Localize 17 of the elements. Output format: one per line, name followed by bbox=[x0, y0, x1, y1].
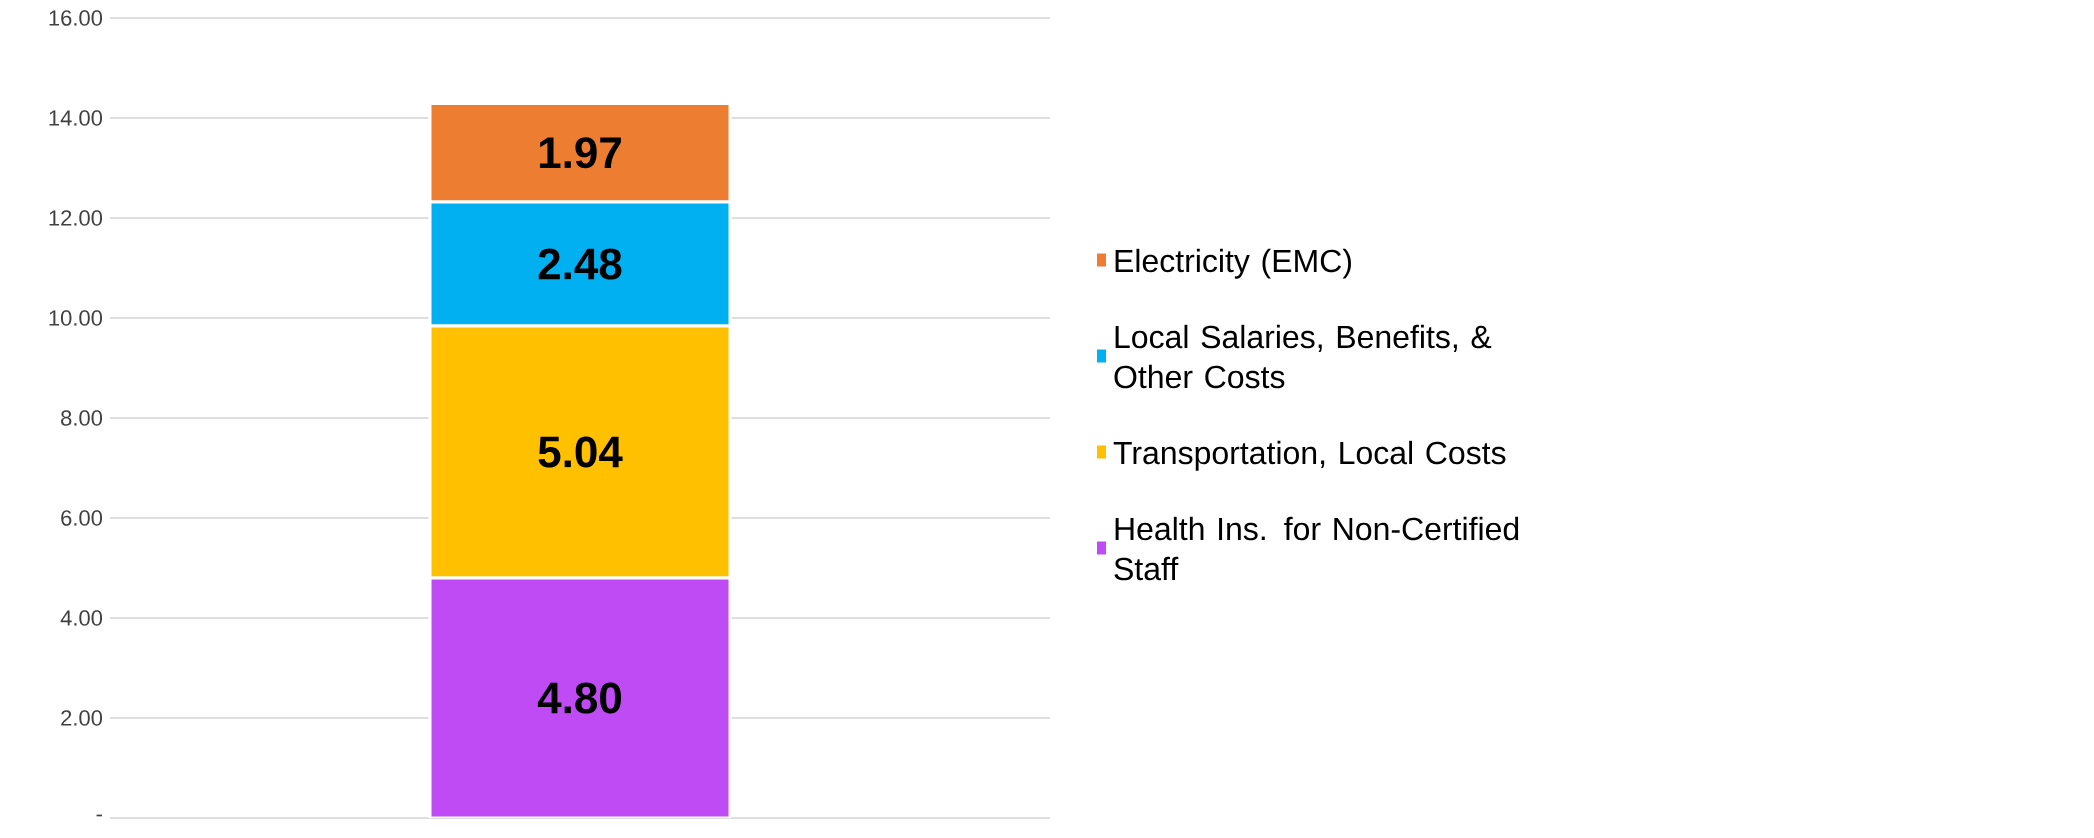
y-tick-label: 2.00 bbox=[61, 710, 103, 726]
y-tick-label: 16.00 bbox=[49, 10, 103, 26]
y-tick-label: 8.00 bbox=[61, 410, 103, 426]
legend-label: Health Ins. for Non-Certified Staff bbox=[1114, 516, 1519, 581]
data-label: 2.48 bbox=[538, 248, 622, 280]
data-label: 4.80 bbox=[537, 682, 622, 714]
legend-label: Local Salaries, Benefits, & Other Costs bbox=[1114, 324, 1492, 389]
y-tick-label: 10.00 bbox=[49, 310, 103, 326]
y-tick-label: 4.00 bbox=[60, 610, 103, 626]
data-label: 5.04 bbox=[538, 436, 623, 468]
y-tick-label: - bbox=[96, 814, 102, 817]
data-label: 1.97 bbox=[539, 137, 621, 169]
y-tick-label: 6.00 bbox=[61, 510, 103, 526]
y-tick-label: 12.00 bbox=[49, 210, 103, 226]
legend-label: Transportation, Local Costs bbox=[1113, 440, 1506, 471]
y-tick-label: 14.00 bbox=[49, 110, 103, 126]
legend-label: Electricity (EMC) bbox=[1115, 248, 1351, 279]
